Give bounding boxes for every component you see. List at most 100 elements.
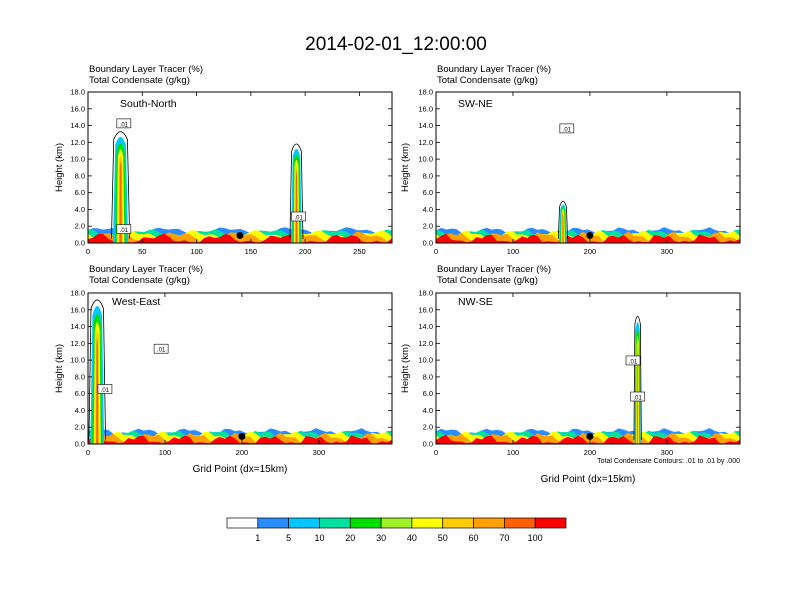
panel-subtitle-tracer: Boundary Layer Tracer (%) <box>437 64 551 75</box>
tracer-band <box>88 434 392 444</box>
tracer-plume <box>96 338 99 444</box>
y-axis-label: Height (km) <box>400 344 411 393</box>
contour-label: .01 <box>120 228 129 234</box>
x-tick-label: 300 <box>313 448 326 457</box>
contour-label: .01 <box>629 359 638 365</box>
y-tick-label: 8.0 <box>75 372 85 381</box>
colorbar-swatch <box>226 517 259 529</box>
x-axis-label: Grid Point (dx=15km) <box>193 464 288 475</box>
tracer-band <box>436 233 740 243</box>
location-marker <box>238 432 246 440</box>
y-tick-label: 6.0 <box>423 188 433 197</box>
y-tick-label: 14.0 <box>418 121 433 130</box>
condensate-contour <box>88 299 106 440</box>
colorbar-swatch <box>504 517 536 529</box>
panel-west-east: Boundary Layer Tracer (%) Total Condensa… <box>54 264 393 475</box>
colorbar-label: 20 <box>345 533 355 543</box>
y-tick-label: 16.0 <box>418 305 433 314</box>
panel-label: South-North <box>120 98 177 110</box>
x-tick-label: 100 <box>507 448 520 457</box>
y-tick-label: 4.0 <box>423 406 433 415</box>
colorbar-label: 1 <box>255 533 260 543</box>
y-tick-label: 18.0 <box>70 289 85 298</box>
y-tick-label: 10.0 <box>70 155 85 164</box>
x-axis-label: Grid Point (dx=15km) <box>541 474 636 485</box>
condensate-contour <box>289 143 304 239</box>
plot-frame <box>87 91 393 244</box>
tracer-field <box>88 299 392 444</box>
y-tick-label: 14.0 <box>70 322 85 331</box>
contour-label-box <box>153 343 169 354</box>
y-tick-label: 0.0 <box>75 440 85 449</box>
colorbar-label: 40 <box>407 533 417 543</box>
colorbar-label: 50 <box>438 533 448 543</box>
colorbar-label: 70 <box>499 533 509 543</box>
y-tick-label: 18.0 <box>418 289 433 298</box>
x-tick-label: 300 <box>661 448 674 457</box>
panel-south-north: Boundary Layer Tracer (%) Total Condensa… <box>54 64 393 256</box>
colorbar-label: 5 <box>286 533 291 543</box>
panel-subtitle-condensate: Total Condensate (g/kg) <box>437 75 538 86</box>
x-tick-label: 100 <box>159 448 172 457</box>
x-tick-label: 0 <box>86 448 90 457</box>
panel-sw-ne: Boundary Layer Tracer (%) Total Condensa… <box>400 64 741 256</box>
panel-nw-se: Boundary Layer Tracer (%) Total Condensa… <box>400 264 741 485</box>
colorbar-label: 10 <box>314 533 324 543</box>
y-tick-label: 8.0 <box>423 171 433 180</box>
y-tick-label: 18.0 <box>418 88 433 97</box>
x-tick-label: 100 <box>190 247 203 256</box>
y-tick-label: 14.0 <box>418 322 433 331</box>
x-tick-label: 200 <box>236 448 249 457</box>
x-tick-label: 250 <box>353 247 366 256</box>
colorbar: 1 5 10 20 30 40 50 60 70 100 <box>226 517 567 543</box>
y-tick-label: 6.0 <box>75 389 85 398</box>
plot-frame <box>435 292 741 445</box>
y-tick-label: 18.0 <box>70 88 85 97</box>
colorbar-label: 30 <box>376 533 386 543</box>
colorbar-swatch <box>288 517 320 529</box>
y-tick-label: 2.0 <box>75 222 85 231</box>
y-tick-label: 2.0 <box>423 423 433 432</box>
figure-title: 2014-02-01_12:00:00 <box>305 34 487 55</box>
colorbar-swatch <box>534 517 567 529</box>
y-tick-label: 8.0 <box>423 372 433 381</box>
y-tick-label: 2.0 <box>75 423 85 432</box>
panel-label: West-East <box>112 296 160 308</box>
y-tick-label: 16.0 <box>418 104 433 113</box>
y-tick-label: 16.0 <box>70 104 85 113</box>
contour-label-box <box>291 211 306 222</box>
panel-subtitle-tracer: Boundary Layer Tracer (%) <box>89 264 203 275</box>
colorbar-swatch <box>411 517 444 529</box>
y-axis-label: Height (km) <box>54 143 65 192</box>
y-tick-label: 0.0 <box>423 239 433 248</box>
tracer-field <box>436 315 740 444</box>
condensate-contour <box>633 315 642 440</box>
y-tick-label: 10.0 <box>418 155 433 164</box>
contour-label-box <box>116 224 132 234</box>
y-tick-label: 4.0 <box>423 205 433 214</box>
contour-label: .01 <box>563 127 572 133</box>
contour-label: .01 <box>120 122 129 128</box>
panel-subtitle-tracer: Boundary Layer Tracer (%) <box>89 64 203 75</box>
contour-label: .01 <box>101 388 110 394</box>
y-tick-label: 12.0 <box>70 339 85 348</box>
y-tick-label: 12.0 <box>418 339 433 348</box>
colorbar-label: 60 <box>469 533 479 543</box>
location-marker <box>586 231 594 239</box>
plot-frame <box>435 91 741 244</box>
x-tick-label: 50 <box>138 247 146 256</box>
panel-label: NW-SE <box>458 296 493 308</box>
colorbar-swatch <box>442 517 474 529</box>
colorbar-swatch <box>257 517 289 529</box>
y-tick-label: 14.0 <box>70 121 85 130</box>
location-marker <box>586 432 594 440</box>
contour-label-box <box>625 355 641 366</box>
contour-label: .01 <box>294 215 303 221</box>
contour-label-box <box>559 123 575 134</box>
x-tick-label: 200 <box>299 247 312 256</box>
plot-frame <box>87 292 393 445</box>
contour-label: .01 <box>633 396 642 402</box>
tracer-plume <box>562 213 564 243</box>
y-tick-label: 16.0 <box>70 305 85 314</box>
